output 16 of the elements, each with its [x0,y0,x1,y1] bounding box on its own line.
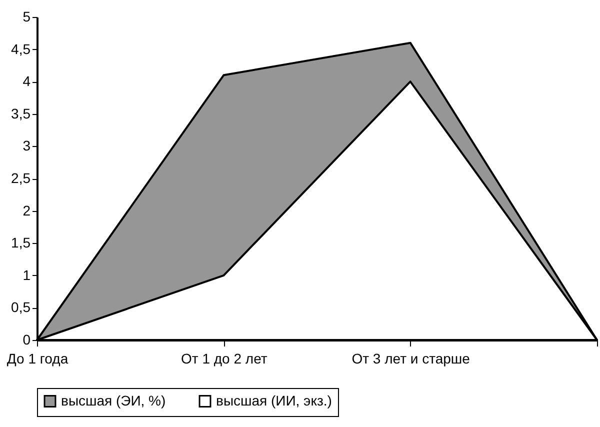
legend-label: высшая (ИИ, экз.) [216,392,332,408]
y-tick-label: 2 [22,202,31,218]
y-tick-label: 3,5 [11,105,31,122]
y-tick-label: 4,5 [11,40,31,57]
x-tick-label: От 1 до 2 лет [181,350,268,366]
y-tick-label: 2,5 [11,170,31,186]
y-tick-label: 1 [22,266,31,283]
y-tick-label: 1,5 [11,234,31,251]
legend-label: высшая (ЭИ, %) [61,392,166,408]
x-tick-label: До 1 года [6,350,68,366]
y-tick-label: 0 [22,332,31,348]
y-tick-label: 0,5 [11,299,31,316]
x-tick-label: От 3 лет и старше [352,350,470,366]
y-tick-label: 5 [22,8,31,24]
y-tick-label: 3 [22,138,31,154]
y-tick-label: 4 [22,73,31,90]
